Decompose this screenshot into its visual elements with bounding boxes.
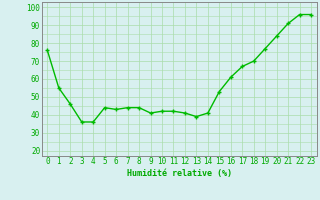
X-axis label: Humidité relative (%): Humidité relative (%) [127,169,232,178]
